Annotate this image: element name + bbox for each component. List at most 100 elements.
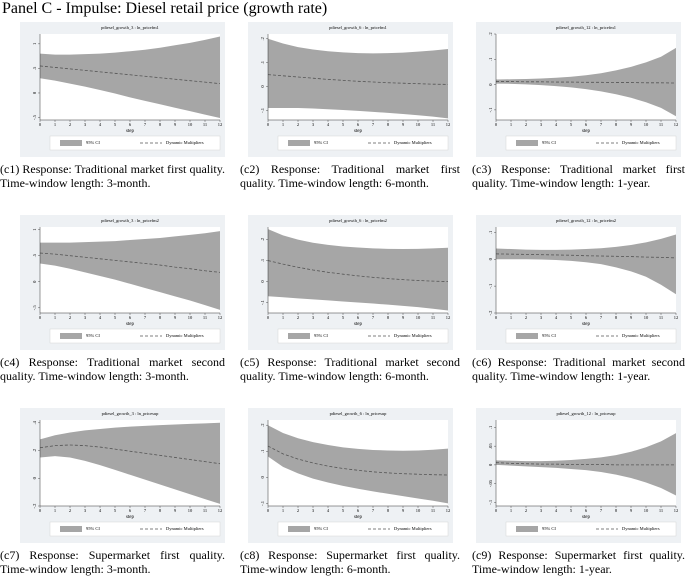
x-tick-label: 1 (282, 122, 284, 127)
x-axis-title: step (126, 129, 135, 134)
caption: (c5) Response: Traditional market second… (240, 355, 460, 383)
chart-title: pdiesel_growth_6 : ln_pricefm2 (329, 218, 387, 223)
x-tick-label: 0 (39, 315, 42, 320)
x-tick-label: 10 (188, 122, 193, 127)
x-tick-label: 11 (203, 315, 207, 320)
chart-title: pdiesel_growth_3 : ln_pricefm2 (101, 218, 159, 223)
y-tick-label: -.05 (488, 479, 493, 487)
x-tick-label: 7 (144, 122, 147, 127)
y-tick-label: .2 (488, 32, 493, 35)
x-tick-label: 4 (327, 122, 330, 127)
x-tick-label: 5 (114, 508, 117, 513)
legend-label: 95% CI (86, 333, 100, 338)
x-tick-label: 3 (312, 122, 315, 127)
x-tick-label: 1 (510, 508, 512, 513)
ci-band (40, 36, 220, 119)
x-tick-label: 8 (615, 122, 618, 127)
legend-label: 95% CI (542, 333, 556, 338)
panel-title: Panel C - Impulse: Diesel retail price (… (2, 0, 328, 17)
y-tick-label: .1 (260, 450, 265, 453)
y-tick-label: 0 (32, 91, 37, 94)
y-tick-label: .5 (32, 253, 37, 257)
x-tick-label: 0 (267, 315, 270, 320)
x-tick-label: 7 (144, 315, 147, 320)
ci-band (268, 425, 448, 504)
legend-swatch (60, 140, 82, 146)
x-tick-label: 8 (615, 315, 618, 320)
x-tick-label: 5 (570, 315, 573, 320)
x-tick-label: 2 (525, 122, 527, 127)
legend-swatch (288, 333, 310, 339)
x-tick-label: 2 (69, 508, 71, 513)
legend-label: 95% CI (86, 526, 100, 531)
legend-label: 95% CI (314, 526, 328, 531)
caption: (c6) Response: Traditional market second… (472, 355, 685, 383)
multiplier-line (267, 445, 449, 476)
y-tick-label: 0 (32, 476, 37, 479)
multiplier-line (267, 74, 449, 85)
caption: (c9) Response: Supermarket first quality… (472, 548, 685, 576)
multiplier-line (39, 444, 221, 465)
x-tick-label: 11 (659, 508, 663, 513)
x-tick-label: 5 (342, 122, 345, 127)
y-tick-label: 0 (260, 85, 265, 88)
x-tick-label: 1 (54, 315, 56, 320)
legend-box (505, 328, 677, 344)
y-tick-label: -.5 (32, 114, 37, 120)
x-axis-title: step (354, 322, 363, 327)
x-tick-label: 5 (342, 508, 345, 513)
legend-box (277, 135, 449, 151)
legend-box (277, 521, 449, 537)
y-tick-label: 0 (488, 257, 493, 260)
x-tick-label: 7 (372, 122, 375, 127)
y-tick-label: .2 (260, 424, 265, 427)
y-tick-label: .05 (488, 443, 493, 449)
x-tick-label: 12 (446, 508, 451, 513)
x-tick-label: 9 (630, 122, 633, 127)
x-tick-label: 2 (525, 315, 527, 320)
chart-title: pdiesel_growth_12 : ln_pricesup (557, 411, 617, 416)
legend-label: Dynamic Multipliers (394, 140, 432, 145)
x-tick-label: 6 (585, 508, 588, 513)
x-tick-label: 7 (600, 122, 603, 127)
multiplier-line (267, 260, 449, 282)
chart-title: pdiesel_growth_12 : ln_pricefm2 (556, 218, 616, 223)
x-tick-label: 6 (129, 315, 132, 320)
legend: 95% CI Dynamic Multipliers (505, 521, 677, 537)
chart: pdiesel_growth_6 : ln_pricefm1 .2 .1 0 -.1 0 1… (248, 22, 453, 157)
legend-label: 95% CI (86, 140, 100, 145)
y-tick-label: .2 (260, 238, 265, 241)
legend: 95% CI Dynamic Multipliers (49, 328, 221, 344)
x-tick-label: 11 (431, 315, 435, 320)
multiplier-line (496, 81, 677, 84)
chart-title: pdiesel_growth_3 : ln_pricesup (102, 411, 159, 416)
x-tick-label: 9 (174, 315, 177, 320)
y-tick-label: 1 (32, 228, 37, 230)
x-tick-label: 0 (39, 508, 42, 513)
legend-label: 95% CI (314, 140, 328, 145)
x-tick-label: 11 (659, 315, 663, 320)
y-tick-label: .1 (488, 231, 493, 234)
x-tick-label: 7 (372, 315, 375, 320)
y-tick-label: .4 (32, 420, 37, 424)
x-tick-label: 7 (372, 508, 375, 513)
legend-label: Dynamic Multipliers (394, 526, 432, 531)
x-tick-label: 8 (387, 508, 390, 513)
caption: (c7) Response: Supermarket first quality… (0, 548, 225, 576)
legend-swatch (516, 140, 538, 146)
x-tick-label: 4 (327, 508, 330, 513)
legend-label: Dynamic Multipliers (166, 526, 204, 531)
x-tick-label: 10 (416, 122, 421, 127)
x-tick-label: 9 (402, 508, 405, 513)
legend-label: Dynamic Multipliers (622, 526, 660, 531)
x-axis-title: step (354, 129, 363, 134)
x-tick-label: 1 (54, 508, 56, 513)
x-tick-label: 4 (555, 122, 558, 127)
y-tick-label: 0 (260, 280, 265, 283)
caption: (c4) Response: Traditional market second… (0, 355, 225, 383)
legend: 95% CI Dynamic Multipliers (49, 521, 221, 537)
x-tick-label: 2 (297, 315, 299, 320)
x-tick-label: 9 (402, 315, 405, 320)
